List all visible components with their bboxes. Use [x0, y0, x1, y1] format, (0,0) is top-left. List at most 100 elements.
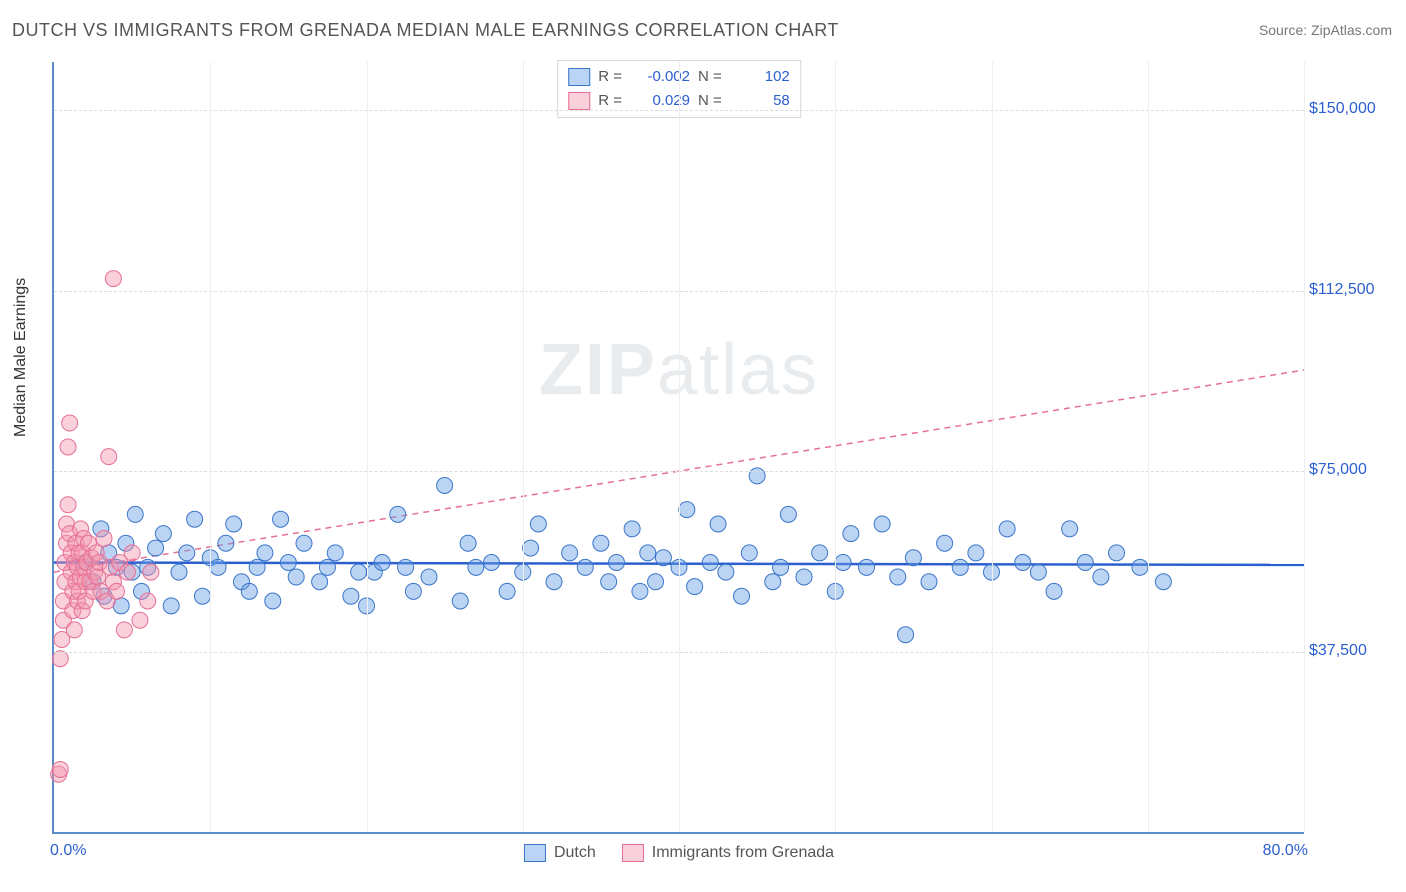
point-dutch — [679, 502, 695, 518]
point-dutch — [452, 593, 468, 609]
point-dutch — [155, 526, 171, 542]
source-name: ZipAtlas.com — [1311, 22, 1392, 38]
legend-label-grenada: Immigrants from Grenada — [652, 844, 834, 862]
point-grenada — [60, 497, 76, 513]
point-dutch — [702, 555, 718, 571]
point-dutch — [218, 535, 234, 551]
point-dutch — [265, 593, 281, 609]
point-dutch — [835, 555, 851, 571]
point-dutch — [405, 583, 421, 599]
point-dutch — [351, 564, 367, 580]
point-dutch — [632, 583, 648, 599]
point-dutch — [812, 545, 828, 561]
point-dutch — [648, 574, 664, 590]
point-dutch — [1093, 569, 1109, 585]
gridline-v — [210, 62, 211, 832]
point-dutch — [937, 535, 953, 551]
point-dutch — [499, 583, 515, 599]
point-dutch — [1077, 555, 1093, 571]
point-grenada — [116, 622, 132, 638]
point-grenada — [119, 564, 135, 580]
point-dutch — [921, 574, 937, 590]
point-dutch — [905, 550, 921, 566]
swatch-dutch — [524, 844, 546, 862]
point-dutch — [327, 545, 343, 561]
point-dutch — [523, 540, 539, 556]
point-grenada — [132, 612, 148, 628]
point-dutch — [437, 478, 453, 494]
source-label: Source: — [1259, 22, 1307, 38]
point-dutch — [163, 598, 179, 614]
point-dutch — [1155, 574, 1171, 590]
point-dutch — [241, 583, 257, 599]
y-tick-label: $112,500 — [1309, 281, 1399, 299]
y-tick-label: $75,000 — [1309, 461, 1399, 479]
point-dutch — [655, 550, 671, 566]
x-axis-start: 0.0% — [50, 842, 86, 860]
point-dutch — [999, 521, 1015, 537]
point-dutch — [890, 569, 906, 585]
point-dutch — [741, 545, 757, 561]
point-dutch — [843, 526, 859, 542]
source-attribution: Source: ZipAtlas.com — [1259, 22, 1392, 38]
point-dutch — [898, 627, 914, 643]
point-grenada — [66, 622, 82, 638]
point-grenada — [101, 449, 117, 465]
point-dutch — [148, 540, 164, 556]
point-dutch — [257, 545, 273, 561]
point-dutch — [734, 588, 750, 604]
point-dutch — [710, 516, 726, 532]
point-dutch — [312, 574, 328, 590]
gridline-v — [835, 62, 836, 832]
point-dutch — [874, 516, 890, 532]
gridline-v — [679, 62, 680, 832]
point-dutch — [468, 559, 484, 575]
point-grenada — [109, 583, 125, 599]
point-dutch — [1132, 559, 1148, 575]
point-dutch — [288, 569, 304, 585]
point-dutch — [127, 506, 143, 522]
point-dutch — [780, 506, 796, 522]
point-dutch — [1062, 521, 1078, 537]
point-grenada — [124, 545, 140, 561]
point-dutch — [577, 559, 593, 575]
point-dutch — [390, 506, 406, 522]
point-dutch — [398, 559, 414, 575]
point-grenada — [143, 564, 159, 580]
swatch-grenada — [622, 844, 644, 862]
point-grenada — [52, 761, 68, 777]
y-axis-label: Median Male Earnings — [12, 278, 30, 437]
point-dutch — [796, 569, 812, 585]
point-dutch — [687, 579, 703, 595]
y-tick-label: $37,500 — [1309, 642, 1399, 660]
point-grenada — [52, 651, 68, 667]
point-grenada — [105, 271, 121, 287]
legend-label-dutch: Dutch — [554, 844, 596, 862]
point-dutch — [640, 545, 656, 561]
point-dutch — [296, 535, 312, 551]
point-dutch — [374, 555, 390, 571]
point-grenada — [62, 415, 78, 431]
gridline-v — [523, 62, 524, 832]
point-dutch — [1109, 545, 1125, 561]
point-dutch — [273, 511, 289, 527]
chart-title: DUTCH VS IMMIGRANTS FROM GRENADA MEDIAN … — [12, 20, 839, 41]
point-dutch — [194, 588, 210, 604]
point-grenada — [60, 439, 76, 455]
point-dutch — [952, 559, 968, 575]
point-dutch — [624, 521, 640, 537]
legend-item-dutch: Dutch — [524, 844, 596, 862]
point-dutch — [530, 516, 546, 532]
point-dutch — [280, 555, 296, 571]
point-dutch — [226, 516, 242, 532]
point-dutch — [718, 564, 734, 580]
point-dutch — [1015, 555, 1031, 571]
point-dutch — [968, 545, 984, 561]
point-dutch — [859, 559, 875, 575]
point-dutch — [343, 588, 359, 604]
point-dutch — [484, 555, 500, 571]
point-dutch — [249, 559, 265, 575]
gridline-v — [367, 62, 368, 832]
point-dutch — [773, 559, 789, 575]
point-dutch — [210, 559, 226, 575]
